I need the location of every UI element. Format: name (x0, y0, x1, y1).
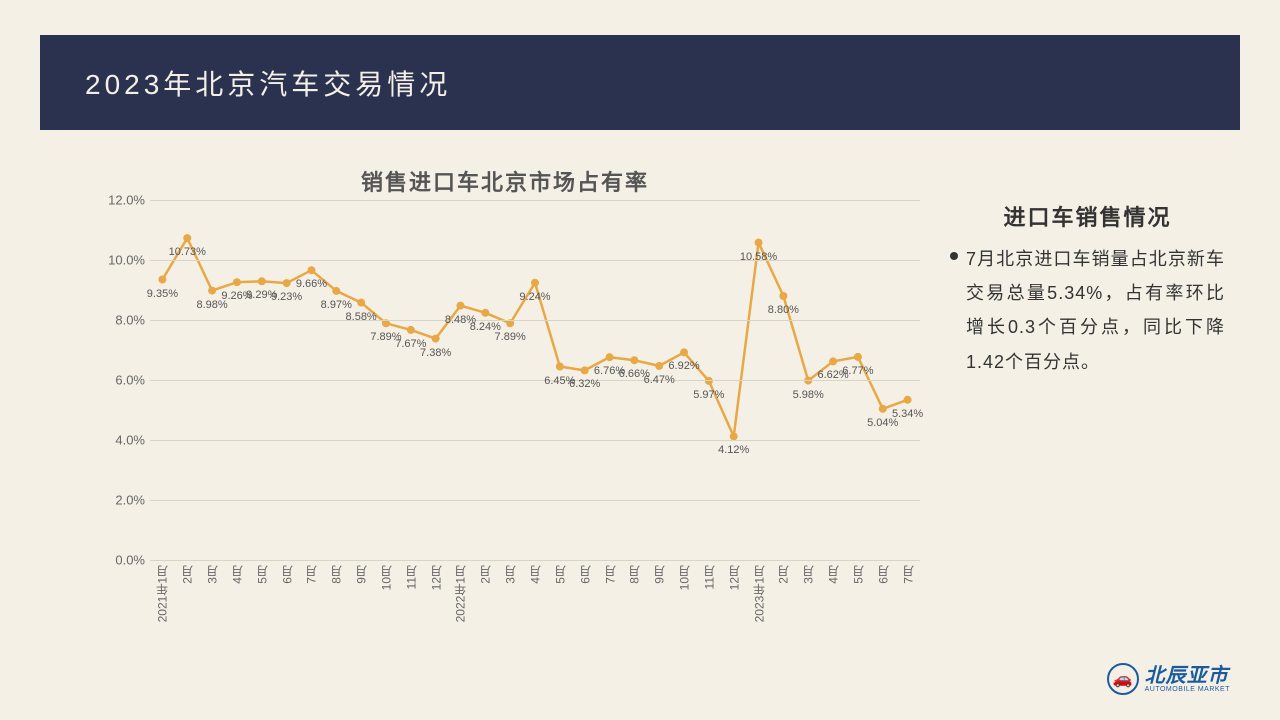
data-label: 9.35% (147, 288, 178, 300)
x-tick: 5月 (253, 565, 270, 584)
x-tick: 9月 (353, 565, 370, 584)
x-tick: 7月 (899, 565, 916, 584)
x-tick: 4月 (527, 565, 544, 584)
x-tick: 10月 (676, 565, 693, 590)
data-label: 8.97% (321, 299, 352, 311)
x-tick: 8月 (328, 565, 345, 584)
chart-plot: 9.35%10.73%8.98%9.26%9.29%9.23%9.66%8.97… (150, 200, 920, 560)
data-label: 10.73% (169, 246, 206, 258)
x-tick: 7月 (303, 565, 320, 584)
header-bar: 2023年北京汽车交易情况 (40, 35, 1240, 130)
data-label: 9.24% (519, 291, 550, 303)
x-tick: 9月 (651, 565, 668, 584)
data-label: 9.23% (271, 291, 302, 303)
x-tick: 5月 (551, 565, 568, 584)
car-icon: 🚗 (1113, 669, 1133, 689)
x-tick: 7月 (601, 565, 618, 584)
x-tick: 2022年1月 (452, 565, 469, 622)
x-tick: 2月 (477, 565, 494, 584)
logo: 🚗 北辰亚市 AUTOMOBILE MARKET (1107, 663, 1230, 695)
y-tick: 6.0% (115, 373, 145, 388)
y-tick: 12.0% (108, 193, 145, 208)
data-label: 8.80% (768, 304, 799, 316)
x-tick: 6月 (576, 565, 593, 584)
y-tick: 10.0% (108, 253, 145, 268)
x-tick: 3月 (800, 565, 817, 584)
data-label: 5.34% (892, 408, 923, 420)
y-tick: 2.0% (115, 493, 145, 508)
gridline (150, 200, 920, 201)
gridline (150, 260, 920, 261)
x-tick: 6月 (874, 565, 891, 584)
x-tick: 2021年1月 (154, 565, 171, 622)
y-tick: 4.0% (115, 433, 145, 448)
logo-text: 北辰亚市 AUTOMOBILE MARKET (1145, 666, 1230, 693)
data-label: 6.47% (644, 374, 675, 386)
data-label: 5.97% (693, 389, 724, 401)
side-bullet: 7月北京进口车销量占北京新车交易总量5.34%，占有率环比增长0.3个百分点，同… (950, 242, 1225, 379)
page-title: 2023年北京汽车交易情况 (85, 63, 451, 103)
x-tick: 2月 (775, 565, 792, 584)
x-tick: 2023年1月 (750, 565, 767, 622)
x-tick: 8月 (626, 565, 643, 584)
data-label: 8.58% (346, 311, 377, 323)
x-tick: 3月 (502, 565, 519, 584)
x-tick: 3月 (204, 565, 221, 584)
bullet-icon (950, 252, 958, 260)
x-tick: 6月 (278, 565, 295, 584)
data-label: 7.89% (495, 331, 526, 343)
x-tick: 12月 (725, 565, 742, 590)
gridline (150, 320, 920, 321)
x-tick: 2月 (179, 565, 196, 584)
gridline (150, 380, 920, 381)
x-tick: 4月 (228, 565, 245, 584)
side-panel: 进口车销售情况 7月北京进口车销量占北京新车交易总量5.34%，占有率环比增长0… (950, 200, 1225, 379)
y-tick: 0.0% (115, 553, 145, 568)
data-label: 9.66% (296, 278, 327, 290)
side-text: 7月北京进口车销量占北京新车交易总量5.34%，占有率环比增长0.3个百分点，同… (966, 242, 1225, 379)
data-label: 10.58% (740, 251, 777, 263)
x-tick: 11月 (700, 565, 717, 589)
x-tick: 10月 (377, 565, 394, 590)
chart-title: 销售进口车北京市场占有率 (90, 165, 920, 197)
logo-en: AUTOMOBILE MARKET (1145, 686, 1230, 693)
data-label: 4.12% (718, 444, 749, 456)
x-tick: 12月 (427, 565, 444, 590)
logo-icon: 🚗 (1107, 663, 1139, 695)
chart-area: 0.0%2.0%4.0%6.0%8.0%10.0%12.0% 9.35%10.7… (90, 200, 920, 600)
y-axis: 0.0%2.0%4.0%6.0%8.0%10.0%12.0% (90, 200, 150, 560)
x-tick: 5月 (849, 565, 866, 584)
data-label: 6.32% (569, 378, 600, 390)
x-tick: 4月 (825, 565, 842, 584)
side-title: 进口车销售情况 (950, 200, 1225, 232)
x-axis: 2021年1月2月3月4月5月6月7月8月9月10月11月12月2022年1月2… (150, 560, 920, 600)
y-tick: 8.0% (115, 313, 145, 328)
data-label: 6.92% (668, 360, 699, 372)
logo-cn: 北辰亚市 (1145, 666, 1230, 686)
gridline (150, 440, 920, 441)
gridline (150, 500, 920, 501)
data-label: 6.77% (842, 365, 873, 377)
data-label: 7.38% (420, 347, 451, 359)
data-label: 5.98% (793, 389, 824, 401)
x-tick: 11月 (402, 565, 419, 589)
